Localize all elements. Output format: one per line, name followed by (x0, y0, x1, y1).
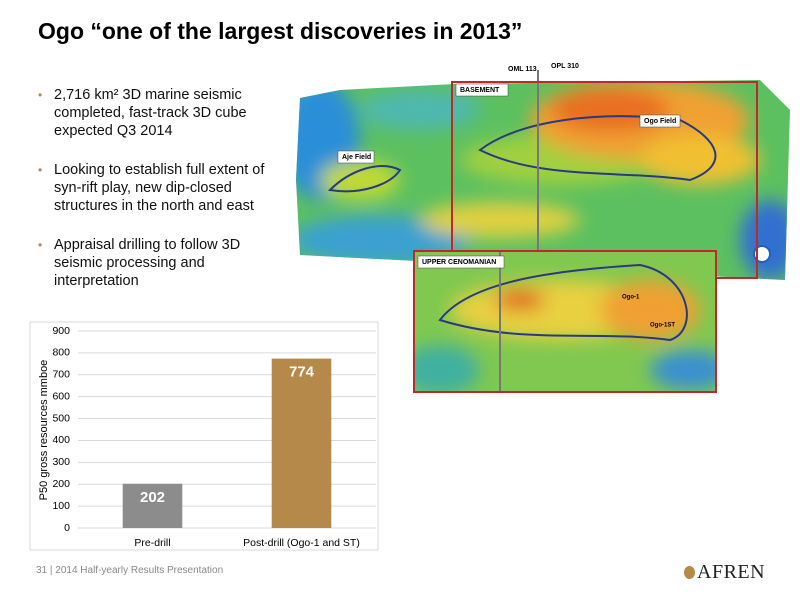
inset-map (414, 251, 716, 392)
bullet: Appraisal drilling to follow 3D seismic … (36, 236, 276, 290)
y-tick-label: 500 (52, 412, 70, 424)
y-tick-label: 100 (52, 500, 70, 512)
bullet: 2,716 km² 3D marine seismic completed, f… (36, 86, 276, 140)
slide-title: Ogo “one of the largest discoveries in 2… (38, 18, 523, 44)
bar (271, 358, 332, 528)
footer-text: | 2014 Half-yearly Results Presentation (49, 565, 224, 576)
y-tick-label: 900 (52, 325, 70, 337)
chart-frame (29, 321, 379, 551)
y-axis-label: P50 gross resources mmboe (38, 360, 50, 501)
x-tick-label: Post-drill (Ogo-1 and ST) (243, 537, 360, 549)
y-tick-label: 600 (52, 390, 70, 402)
bar (122, 483, 183, 528)
y-tick-label: 400 (52, 434, 70, 446)
bullet: Looking to establish full extent of syn-… (36, 161, 276, 215)
map-label: OML 113 (508, 66, 537, 73)
logo: AFREN (684, 561, 765, 584)
y-tick-label: 200 (52, 478, 70, 490)
y-tick-label: 800 (52, 347, 70, 359)
footer: 31 | 2014 Half-yearly Results Presentati… (36, 565, 223, 576)
bullet-list: 2,716 km² 3D marine seismic completed, f… (36, 86, 276, 311)
map-label: Ogo Field (644, 118, 676, 125)
y-tick-label: 300 (52, 456, 70, 468)
map-label: Ogo-1ST (650, 323, 675, 329)
y-tick-label: 0 (64, 522, 70, 534)
map-label: UPPER CENOMANIAN (422, 259, 496, 266)
inset-box (413, 250, 717, 393)
page-number: 31 (36, 565, 48, 576)
map-label: BASEMENT (460, 87, 500, 94)
data-label: 202 (140, 489, 165, 506)
map-label: Ogo-1 (622, 295, 640, 301)
x-tick-label: Pre-drill (134, 537, 170, 549)
data-label: 774 (289, 364, 315, 381)
y-tick-label: 700 (52, 369, 70, 381)
map-label: OPL 310 (551, 63, 579, 70)
map-label: Aje Field (342, 154, 371, 161)
